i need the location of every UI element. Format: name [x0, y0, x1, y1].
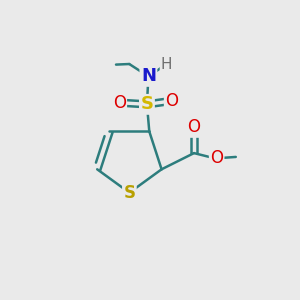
Text: S: S [140, 95, 153, 113]
Text: O: O [165, 92, 178, 110]
Text: O: O [113, 94, 126, 112]
Text: N: N [141, 68, 156, 85]
Text: H: H [161, 57, 172, 72]
Text: O: O [210, 149, 223, 167]
Text: O: O [188, 118, 200, 136]
Text: S: S [123, 184, 135, 202]
